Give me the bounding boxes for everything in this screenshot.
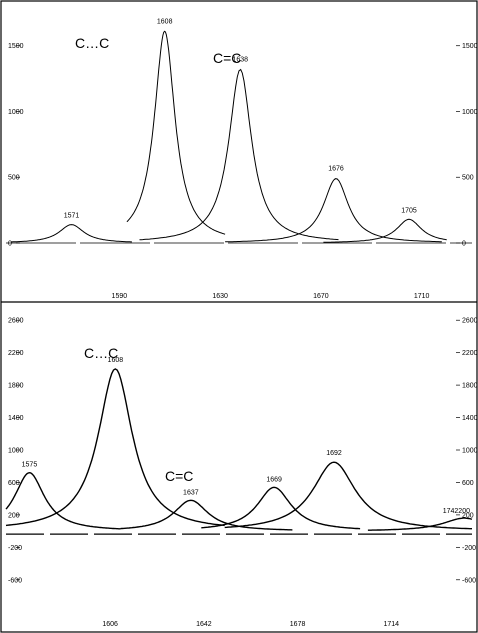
peak-curve-3 (120, 499, 293, 531)
peak-label-1676: 1676 (328, 166, 344, 173)
peak-label-1692: 1692 (326, 450, 342, 457)
peak-label-1669: 1669 (266, 476, 282, 483)
peak-curve-2 (5, 368, 225, 527)
x-tick-3: 1670 (313, 293, 329, 300)
y-tick-left-9: 2600 (8, 318, 24, 325)
annotation-2: C=C (165, 468, 193, 484)
y-tick-left-4: 1500 (8, 43, 24, 50)
top-spectrum-panel: 0 500 1000 1500 0 500 1000 1500 1590 1630 1670 17… (6, 18, 478, 300)
y-tick-right-2: -200 (462, 545, 476, 552)
y-tick-right-5: 1000 (462, 448, 478, 455)
y-tick-right-3: 200 (462, 512, 474, 519)
x-tick-4: 1714 (384, 621, 400, 628)
y-tick-left-5: 1000 (8, 448, 24, 455)
peak-curve-4 (225, 178, 442, 243)
y-tick-left-3: 1000 (8, 109, 24, 116)
peak-curve-6 (367, 517, 473, 531)
peak-curve-1 (11, 224, 132, 243)
peak-label-1638: 1638 (232, 56, 248, 63)
y-tick-left-7: 1800 (8, 383, 24, 390)
y-tick-left-2: -200 (8, 545, 22, 552)
y-tick-right-1: -600 (462, 577, 476, 584)
y-tick-left-6: 1400 (8, 415, 24, 422)
peak-label-1637: 1637 (183, 489, 199, 496)
y-tick-right-4: 1500 (462, 43, 478, 50)
x-tick-2: 1642 (196, 621, 212, 628)
peak-label-1608: 1608 (108, 357, 124, 364)
x-tick-1: 1606 (102, 621, 118, 628)
y-tick-right-1: 0 (462, 241, 466, 248)
y-tick-right-2: 500 (462, 175, 474, 182)
annotation-2: C=C (213, 50, 241, 66)
y-tick-left-2: 500 (8, 175, 20, 182)
x-tick-4: 1710 (414, 293, 430, 300)
peak-label-1705: 1705 (401, 207, 417, 214)
x-tick-1: 1590 (112, 293, 128, 300)
peak-curve-2 (126, 30, 226, 235)
peak-curve-5 (323, 218, 447, 243)
x-tick-2: 1630 (212, 293, 228, 300)
y-tick-right-6: 1400 (462, 415, 478, 422)
y-tick-left-1: 0 (8, 241, 12, 248)
peak-label-1742200: 1742200 (443, 508, 470, 515)
annotation-1: C…C (84, 345, 118, 361)
bottom-spectrum-panel: -600 -200 200 600 1000 1400 1800 2200 2600 -600 -… (5, 318, 478, 628)
peak-label-1575: 1575 (22, 462, 38, 469)
y-tick-left-3: 200 (8, 512, 20, 519)
peak-curve-1 (5, 471, 121, 530)
annotation-1: C…C (75, 35, 109, 51)
peak-label-1608: 1608 (157, 18, 173, 25)
peak-curve-4 (201, 486, 361, 530)
y-tick-right-7: 1800 (462, 383, 478, 390)
peak-curve-3 (139, 68, 339, 241)
y-tick-left-8: 2200 (8, 350, 24, 357)
y-tick-right-8: 2200 (462, 350, 478, 357)
y-tick-left-1: -600 (8, 577, 22, 584)
y-tick-left-4: 600 (8, 480, 20, 487)
peak-label-1571: 1571 (64, 213, 80, 220)
y-tick-right-4: 600 (462, 480, 474, 487)
x-tick-3: 1678 (290, 621, 306, 628)
y-tick-right-3: 1000 (462, 109, 478, 116)
y-tick-right-9: 2600 (462, 318, 478, 325)
